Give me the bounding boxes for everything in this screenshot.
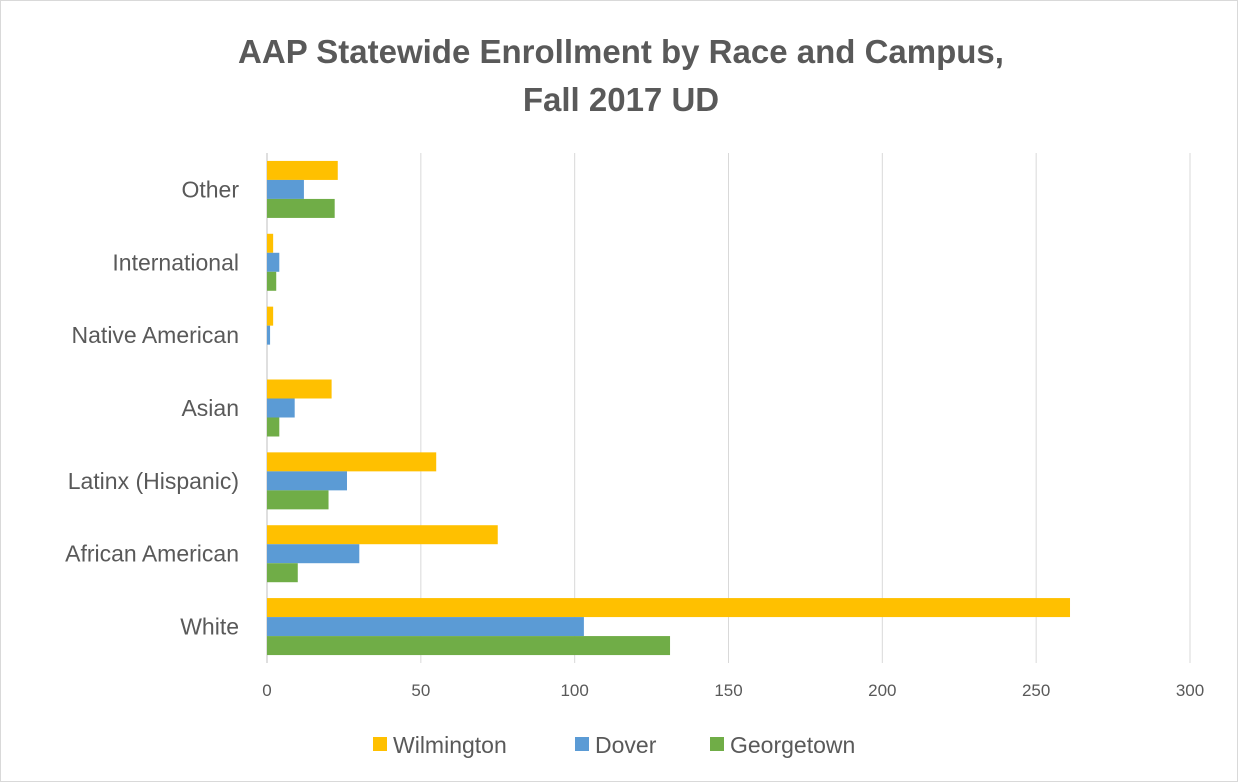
x-tick-label: 50: [411, 681, 430, 700]
legend-swatch-wilmington: [373, 737, 387, 751]
category-label: Latinx (Hispanic): [68, 468, 239, 494]
legend-swatch-dover: [575, 737, 589, 751]
bar-dover-other: [267, 179, 304, 199]
bar-georgetown-white: [267, 636, 671, 656]
chart-title-line-1: AAP Statewide Enrollment by Race and Cam…: [238, 33, 1004, 70]
category-label: International: [112, 249, 239, 275]
bar-wilmington-latinx-hispanic: [267, 452, 437, 472]
bar-georgetown-asian: [267, 417, 280, 437]
x-tick-label: 250: [1022, 681, 1050, 700]
bar-wilmington-other: [267, 160, 338, 180]
legend: Wilmington Dover Georgetown: [373, 732, 855, 758]
x-tick-label: 100: [560, 681, 588, 700]
legend-label-georgetown: Georgetown: [730, 732, 855, 758]
bar-georgetown-latinx-hispanic: [267, 490, 329, 510]
legend-label-wilmington: Wilmington: [393, 732, 507, 758]
bar-dover-white: [267, 617, 584, 637]
bar-dover-latinx-hispanic: [267, 471, 347, 491]
chart-title-line-2: Fall 2017 UD: [523, 81, 719, 118]
category-label: African American: [65, 541, 239, 567]
bar-georgetown-international: [267, 271, 277, 291]
x-tick-label: 300: [1176, 681, 1204, 700]
bar-georgetown-african-american: [267, 563, 298, 583]
bars: [267, 160, 1071, 656]
bar-wilmington-international: [267, 233, 274, 253]
x-tick-label: 150: [714, 681, 742, 700]
bar-wilmington-african-american: [267, 525, 498, 545]
x-tick-label: 0: [262, 681, 271, 700]
category-labels: White African American Latinx (Hispanic) As…: [65, 176, 239, 639]
legend-label-dover: Dover: [595, 732, 657, 758]
bar-dover-international: [267, 252, 280, 272]
bar-dover-native-american: [267, 325, 271, 345]
x-tick-label: 200: [868, 681, 896, 700]
bar-dover-asian: [267, 398, 295, 418]
bar-wilmington-white: [267, 598, 1071, 618]
bar-dover-african-american: [267, 544, 360, 564]
bar-wilmington-native-american: [267, 306, 274, 326]
category-label: Asian: [181, 395, 239, 421]
category-label: Native American: [72, 322, 239, 348]
x-tick-labels: 0 50 100 150 200 250 300: [262, 681, 1204, 700]
bar-wilmington-asian: [267, 379, 332, 399]
bar-georgetown-other: [267, 198, 335, 218]
category-label: White: [180, 614, 239, 640]
legend-swatch-georgetown: [710, 737, 724, 751]
gridlines: [266, 153, 1191, 663]
category-label: Other: [181, 176, 239, 202]
